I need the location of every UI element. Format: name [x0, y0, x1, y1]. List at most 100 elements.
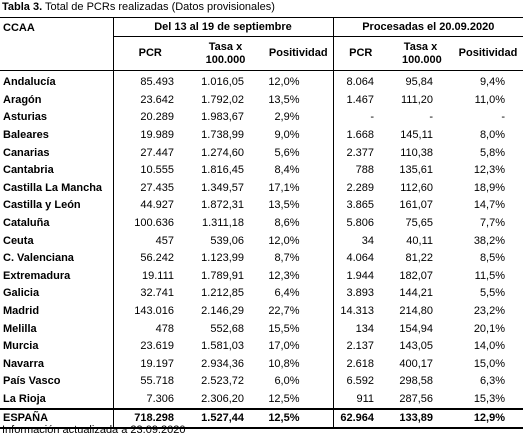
table-row: Murcia 23.619 1.581,03 17,0% 2.137 143,05 14,0…: [0, 337, 523, 356]
cell-value: 134: [355, 322, 375, 335]
table-title: Tabla 3. Total de PCRs realizadas (Datos…: [2, 1, 275, 13]
cell-value: 13,5%: [264, 197, 334, 215]
cell-value: 27.447: [140, 146, 174, 159]
table-row: C. Valenciana 56.242 1.123,99 8,7% 4.064 81,2…: [0, 249, 523, 268]
table-row: Castilla y León 44.927 1.872,31 13,5% 3.865 1…: [0, 197, 523, 215]
cell-value: 13,5%: [264, 91, 334, 110]
title-text: Total de PCRs realizadas (Datos provisio…: [45, 1, 275, 13]
cell-value: 144,21: [399, 287, 434, 300]
cell-value: 1.527,44: [187, 408, 264, 430]
cell-value: 1.123,99: [201, 252, 244, 265]
cell-value: 5,8%: [479, 146, 506, 159]
region-name: Extremadura: [0, 267, 114, 286]
table-head: CCAA Del 13 al 19 de septiembre Procesad…: [0, 17, 523, 71]
cell-value: 1.983,67: [201, 111, 244, 124]
table-row: Asturias 20.289 1.983,67 2,9% - - -: [0, 109, 523, 127]
cell-value: 8,7%: [264, 249, 334, 268]
title-label: Tabla 3.: [2, 1, 43, 13]
table-row: Ceuta 457 539,06 12,0% 34 40,11 38,2%: [0, 232, 523, 250]
cell-value: 12,9%: [453, 408, 523, 430]
cell-value: 9,4%: [479, 76, 506, 89]
cell-value: 55.718: [140, 375, 174, 388]
cell-value: 2.146,29: [201, 305, 244, 318]
cell-value: 135,61: [399, 164, 434, 177]
cell-value: 23.642: [140, 93, 174, 106]
cell-value: 1.349,57: [201, 181, 244, 194]
cell-value: 10,8%: [264, 355, 334, 374]
group-header: Del 13 al 19 de septiembre: [113, 17, 334, 37]
cell-value: 9,0%: [264, 126, 334, 145]
region-name: Aragón: [0, 91, 114, 110]
region-name: Asturias: [0, 109, 114, 127]
cell-value: 539,06: [210, 234, 244, 247]
corner-header: CCAA: [0, 17, 114, 71]
region-name: Melilla: [0, 320, 114, 338]
column-header: PCR: [113, 36, 187, 71]
cell-value: 1.944: [346, 269, 375, 282]
table-row: Baleares 19.989 1.738,99 9,0% 1.668 145,11 8,0…: [0, 126, 523, 145]
table-row: Extremadura 19.111 1.789,91 12,3% 1.944 182,0…: [0, 267, 523, 286]
region-name: Castilla y León: [0, 197, 114, 215]
cell-value: 81,22: [405, 252, 434, 265]
cell-value: 2.523,72: [201, 375, 244, 388]
cell-value: 7.306: [146, 392, 174, 405]
cell-value: 457: [155, 234, 174, 247]
cell-value: 5,6%: [264, 144, 334, 162]
region-name: Madrid: [0, 302, 114, 321]
cell-value: 133,89: [388, 408, 454, 430]
cell-value: 12,0%: [264, 70, 334, 92]
cell-value: -: [501, 111, 506, 124]
region-name: Castilla La Mancha: [0, 179, 114, 198]
cell-value: 15,0%: [473, 357, 506, 370]
region-name: C. Valenciana: [0, 249, 114, 268]
group-row: CCAA Del 13 al 19 de septiembre Procesad…: [0, 17, 523, 71]
cell-value: 17,0%: [264, 337, 334, 356]
cell-value: 23.619: [140, 340, 174, 353]
cell-value: 4.064: [346, 252, 375, 265]
cell-value: 56.242: [140, 252, 174, 265]
table-row: Cantabria 10.555 1.816,45 8,4% 788 135,61 12,3…: [0, 161, 523, 180]
cell-value: 2.306,20: [201, 392, 244, 405]
cell-value: 2.618: [346, 357, 375, 370]
cell-value: 2,9%: [264, 109, 334, 127]
region-name: Baleares: [0, 126, 114, 145]
cell-value: 2.377: [346, 146, 375, 159]
cell-value: 1.789,91: [201, 269, 244, 282]
region-name: Canarias: [0, 144, 114, 162]
cell-value: 1.212,85: [201, 287, 244, 300]
cell-value: 19.197: [140, 357, 174, 370]
cell-value: 12,3%: [264, 267, 334, 286]
region-name: Cantabria: [0, 161, 114, 180]
cell-value: 12,5%: [264, 390, 334, 410]
cell-value: 1.274,60: [201, 146, 244, 159]
region-name: Andalucía: [0, 70, 114, 92]
region-name: Murcia: [0, 337, 114, 356]
cell-value: 552,68: [210, 322, 244, 335]
cell-value: 75,65: [405, 217, 434, 230]
cell-value: 14.313: [340, 305, 375, 318]
cell-value: 10.555: [140, 164, 174, 177]
cell-value: 478: [155, 322, 174, 335]
cell-value: 6,4%: [264, 285, 334, 303]
cell-value: 400,17: [399, 357, 434, 370]
cell-value: 154,94: [399, 322, 434, 335]
table-row: Melilla 478 552,68 15,5% 134 154,94 20,1%: [0, 320, 523, 338]
table-body: Andalucía 85.493 1.016,05 12,0% 8.064 95,84 9,…: [0, 70, 523, 430]
cell-value: 145,11: [400, 129, 434, 142]
cell-value: 12,3%: [473, 164, 506, 177]
cell-value: 22,7%: [264, 302, 334, 321]
cell-value: 32.741: [140, 287, 174, 300]
cell-value: 95,84: [405, 76, 434, 89]
cell-value: 7,7%: [479, 217, 506, 230]
cell-value: 44.927: [140, 199, 174, 212]
table-row: ESPAÑA 718.298 1.527,44 12,5% 62.964 133,89 12…: [0, 408, 523, 430]
cell-value: 1.311,18: [201, 217, 244, 230]
column-row: PCR Tasa x 100.000 Positividad PCR Tasa x 10…: [0, 36, 523, 71]
cell-value: 2.934,36: [201, 357, 244, 370]
table-row: País Vasco 55.718 2.523,72 6,0% 6.592 298,58 6…: [0, 373, 523, 391]
cell-value: 6.592: [346, 375, 375, 388]
table-row: Canarias 27.447 1.274,60 5,6% 2.377 110,38 5,8…: [0, 144, 523, 162]
cell-value: 1.467: [346, 93, 375, 106]
cell-value: 214,80: [399, 305, 434, 318]
